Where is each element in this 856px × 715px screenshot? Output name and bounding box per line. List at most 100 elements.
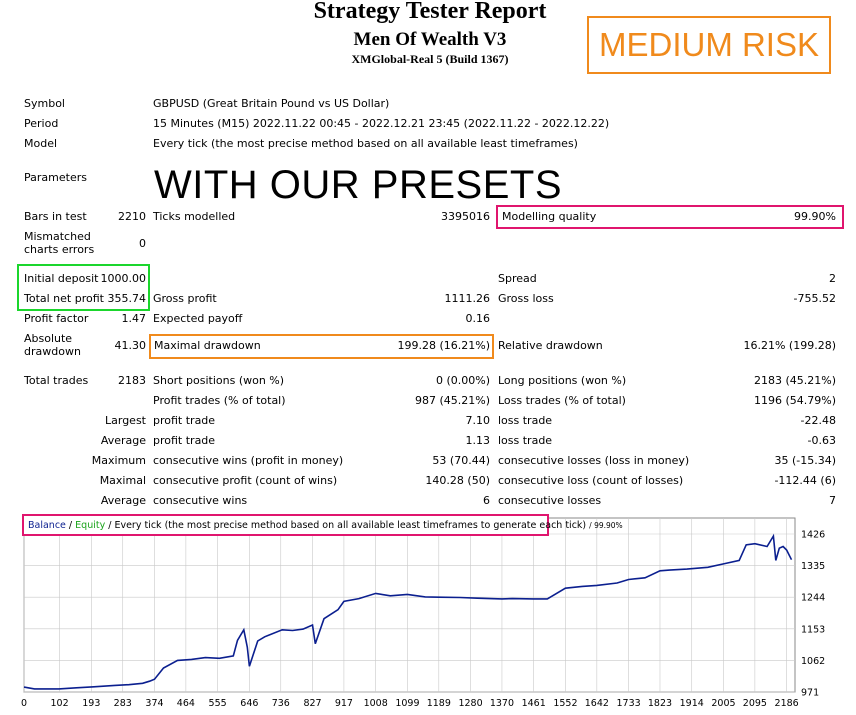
relative-drawdown-value: 16.21% (199.28)	[743, 339, 836, 352]
mismatch-label-2: charts errors	[24, 243, 95, 256]
symbol-value: GBPUSD (Great Britain Pound vs US Dollar…	[153, 97, 390, 110]
maximal-consecutive-loss-label: consecutive loss (count of losses)	[498, 474, 684, 487]
model-value: Every tick (the most precise method base…	[153, 137, 578, 150]
y-tick-label: 1062	[801, 656, 825, 667]
initial-deposit-value: 1000.00	[100, 272, 147, 285]
x-tick-label: 283	[114, 698, 132, 709]
average-profit-trade-label: profit trade	[153, 434, 216, 447]
average-consecutive-losses-value: 7	[829, 494, 836, 507]
ticks-value: 3395016	[441, 210, 490, 223]
average-consecutive-label: Average	[100, 494, 146, 507]
largest-label: Largest	[105, 414, 146, 427]
y-tick-label: 1244	[801, 593, 825, 604]
expected-payoff-label: Expected payoff	[153, 312, 243, 325]
x-tick-label: 555	[209, 698, 227, 709]
x-tick-label: 374	[145, 698, 163, 709]
absolute-drawdown-label-1: Absolute	[24, 332, 73, 345]
y-tick-label: 971	[801, 688, 819, 699]
gross-loss-value: -755.52	[793, 292, 836, 305]
mismatch-label-1: Mismatched	[24, 230, 91, 243]
balance-series-line	[23, 533, 793, 690]
x-tick-label: 2186	[775, 698, 799, 709]
parameters-label: Parameters	[24, 171, 87, 184]
average-label: Average	[100, 434, 146, 447]
x-tick-label: 917	[335, 698, 353, 709]
short-positions-value: 0 (0.00%)	[435, 374, 490, 387]
risk-badge: MEDIUM RISK	[587, 16, 831, 74]
x-tick-label: 464	[177, 698, 195, 709]
legend-quality: / 99.90%	[589, 521, 623, 530]
report-title: Strategy Tester Report	[313, 0, 547, 24]
short-positions-label: Short positions (won %)	[153, 374, 285, 387]
gross-loss-label: Gross loss	[498, 292, 554, 305]
ea-name: Men Of Wealth V3	[353, 29, 507, 50]
x-tick-label: 827	[303, 698, 321, 709]
legend-sep: /	[69, 520, 75, 531]
x-tick-label: 1008	[364, 698, 388, 709]
x-tick-label: 0	[21, 698, 27, 709]
expected-payoff-value: 0.16	[465, 312, 491, 325]
balance-chart: 1426 1335 1244 1153 1062 971 0 102 193 283 374 464…	[21, 514, 825, 709]
x-tick-label: 2005	[711, 698, 735, 709]
maximal-consecutive-profit-label: consecutive profit (count of wins)	[153, 474, 338, 487]
x-axis-ticks: 0 102 193 283 374 464 555 646 736 827 917 1008 1099 1…	[21, 698, 799, 709]
largest-profit-trade-label: profit trade	[153, 414, 216, 427]
average-loss-trade-label: loss trade	[498, 434, 553, 447]
max-consecutive-losses-value: 35 (-15.34)	[774, 454, 836, 467]
largest-loss-trade-label: loss trade	[498, 414, 553, 427]
maximum-label: Maximum	[91, 454, 146, 467]
presets-overlay-text: WITH OUR PRESETS	[154, 163, 563, 207]
net-profit-value: 355.74	[107, 292, 147, 305]
bars-label: Bars in test	[24, 210, 87, 223]
x-tick-label: 646	[240, 698, 258, 709]
x-tick-label: 102	[51, 698, 69, 709]
model-label: Model	[24, 137, 58, 150]
period-value: 15 Minutes (M15) 2022.11.22 00:45 - 2022…	[153, 117, 610, 130]
loss-trades-value: 1196 (54.79%)	[753, 394, 836, 407]
max-consecutive-wins-label: consecutive wins (profit in money)	[153, 454, 344, 467]
x-tick-label: 1189	[427, 698, 451, 709]
ticks-label: Ticks modelled	[153, 210, 236, 223]
maximal-drawdown-label: Maximal drawdown	[154, 339, 261, 352]
average-consecutive-wins-label: consecutive wins	[153, 494, 248, 507]
y-tick-label: 1153	[801, 624, 825, 635]
x-tick-label: 1461	[522, 698, 546, 709]
maximal-label: Maximal	[99, 474, 146, 487]
long-positions-value: 2183 (45.21%)	[753, 374, 836, 387]
average-consecutive-losses-label: consecutive losses	[498, 494, 602, 507]
bars-value: 2210	[118, 210, 146, 223]
legend-balance: Balance	[28, 520, 66, 531]
deposit-profit-highlight	[17, 264, 150, 311]
loss-trades-label: Loss trades (% of total)	[498, 394, 626, 407]
profit-trades-value: 987 (45.21%)	[414, 394, 490, 407]
long-positions-label: Long positions (won %)	[498, 374, 627, 387]
x-tick-label: 2095	[743, 698, 767, 709]
largest-profit-trade-value: 7.10	[465, 414, 491, 427]
profit-trades-label: Profit trades (% of total)	[153, 394, 286, 407]
max-consecutive-wins-value: 53 (70.44)	[432, 454, 490, 467]
symbol-label: Symbol	[24, 97, 65, 110]
absolute-drawdown-label-2: drawdown	[24, 345, 81, 358]
max-consecutive-losses-label: consecutive losses (loss in money)	[498, 454, 690, 467]
chart-plot-area	[23, 517, 796, 693]
x-tick-label: 1642	[585, 698, 609, 709]
x-tick-label: 193	[82, 698, 100, 709]
maximal-drawdown-value: 199.28 (16.21%)	[397, 339, 490, 352]
mismatch-value: 0	[139, 237, 146, 250]
total-trades-value: 2183	[118, 374, 146, 387]
gross-profit-value: 1111.26	[444, 292, 491, 305]
x-tick-label: 1823	[648, 698, 672, 709]
average-loss-trade-value: -0.63	[807, 434, 836, 447]
net-profit-label: Total net profit	[24, 292, 104, 305]
x-tick-label: 1914	[680, 698, 704, 709]
x-tick-label: 1733	[616, 698, 640, 709]
x-tick-label: 1370	[490, 698, 514, 709]
largest-loss-trade-value: -22.48	[800, 414, 836, 427]
x-tick-label: 736	[272, 698, 290, 709]
y-axis-ticks: 1426 1335 1244 1153 1062 971	[801, 530, 825, 699]
legend-method: / Every tick (the most precise method ba…	[108, 520, 586, 531]
chart-legend-highlight	[22, 514, 549, 536]
average-profit-trade-value: 1.13	[465, 434, 491, 447]
y-tick-label: 1426	[801, 530, 825, 541]
relative-drawdown-label: Relative drawdown	[498, 339, 603, 352]
